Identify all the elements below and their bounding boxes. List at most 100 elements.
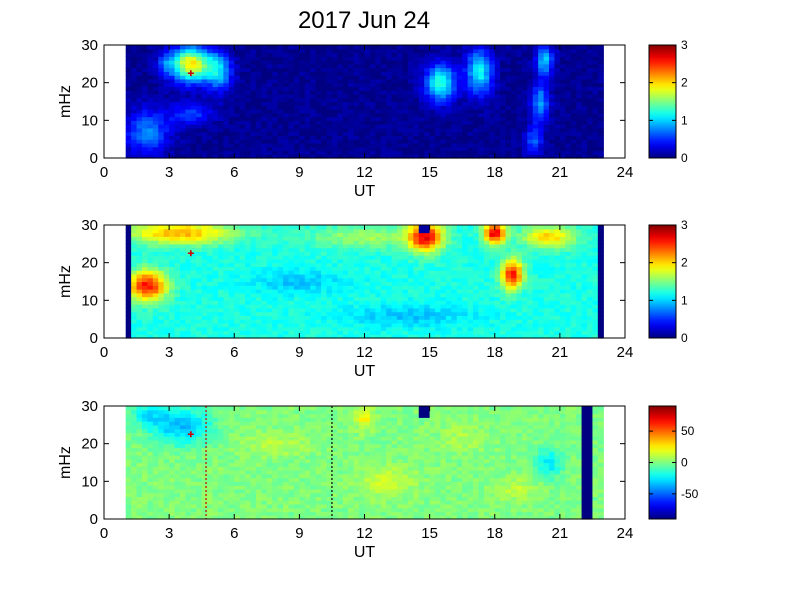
heatmap-cell [527,307,534,313]
heatmap-cell [435,285,442,290]
heatmap-cell [397,326,404,332]
heatmap-cell [511,131,518,136]
heatmap-cell [418,82,425,88]
heatmap-cell [261,135,268,140]
heatmap-cell [391,251,398,256]
heatmap-cell [125,124,132,129]
heatmap-cell [331,116,338,121]
heatmap-cell [283,262,290,268]
heatmap-cell [494,75,501,80]
heatmap-cell [391,131,398,136]
heatmap-cell [386,255,393,260]
heatmap-cell [283,243,290,249]
heatmap-cell [445,304,452,309]
heatmap-cell [543,93,550,99]
heatmap-cell [456,326,463,332]
heatmap-cell [261,240,268,245]
heatmap-cell [158,315,165,320]
heatmap-cell [445,105,452,110]
heatmap-cell [440,304,447,309]
heatmap-cell [141,154,149,159]
heatmap-cell [304,154,311,159]
heatmap-cell [489,120,496,125]
heatmap-cell [315,154,322,159]
heatmap-cell [152,304,159,309]
heatmap-cell [478,300,485,305]
heatmap-cell [527,236,534,241]
heatmap-cell [473,93,480,99]
heatmap-cell [169,243,176,249]
heatmap-cell [217,109,224,114]
heatmap-cell [125,101,132,106]
heatmap-cell [212,131,219,136]
heatmap-cell [136,292,143,298]
heatmap-cell [429,101,436,106]
heatmap-cell [483,112,490,118]
heatmap-cell [359,243,366,249]
heatmap-cell [131,105,138,110]
heatmap-cell [473,67,480,72]
heatmap-cell [565,56,572,61]
heatmap-cell [402,120,409,125]
heatmap-cell [413,240,420,245]
heatmap-cell [467,124,474,129]
heatmap-cell [532,225,539,230]
heatmap-cell [570,150,577,155]
heatmap-cell [462,45,469,50]
heatmap-cell [483,322,490,328]
heatmap-cell [321,319,328,324]
heatmap-cell [304,97,311,103]
heatmap-cell [315,296,322,301]
heatmap-cell [424,131,431,136]
heatmap-cell [505,266,512,271]
heatmap-cell [489,105,496,110]
heatmap-cell [369,120,376,125]
heatmap-cell [521,322,528,328]
heatmap-cell [179,112,187,118]
heatmap-cell [179,273,187,279]
heatmap-cell [445,78,452,84]
heatmap-cell [527,52,534,57]
heatmap-cell [131,93,138,99]
heatmap-cell [326,93,333,99]
heatmap-cell [245,266,252,271]
heatmap-cell [141,319,149,324]
heatmap-cell [521,60,528,65]
heatmap-cell [250,289,257,294]
heatmap-cell [304,319,311,324]
heatmap-cell [288,45,295,50]
heatmap-cell [190,78,197,84]
heatmap-cell [549,67,556,72]
heatmap-cell [207,311,214,316]
heatmap-cell [418,225,425,230]
heatmap-cell [467,82,474,88]
heatmap-cell [407,296,414,301]
heatmap-cell [353,228,360,234]
heatmap-cell [456,319,463,324]
heatmap-cell [190,292,197,298]
heatmap-cell [326,146,333,152]
heatmap-cell [152,86,159,91]
heatmap-cell [261,307,268,313]
heatmap-cell [375,78,382,84]
heatmap-cell [185,270,192,275]
heatmap-cell [521,135,528,140]
heatmap-cell [494,266,501,271]
heatmap-cell [467,236,474,241]
heatmap-cell [207,225,214,230]
heatmap-cell [304,315,311,320]
heatmap-cell [353,67,360,72]
heatmap-cell [147,139,154,144]
heatmap-cell [359,142,366,148]
heatmap-cell [245,247,252,252]
heatmap-cell [179,277,187,283]
heatmap-cell [163,258,170,264]
heatmap-cell [413,319,420,324]
heatmap-cell [538,67,545,72]
heatmap-cell [283,75,290,80]
heatmap-cell [141,236,149,241]
heatmap-cell [201,90,208,95]
heatmap-cell [364,296,371,301]
heatmap-cell [293,146,300,152]
heatmap-cell [402,86,409,91]
